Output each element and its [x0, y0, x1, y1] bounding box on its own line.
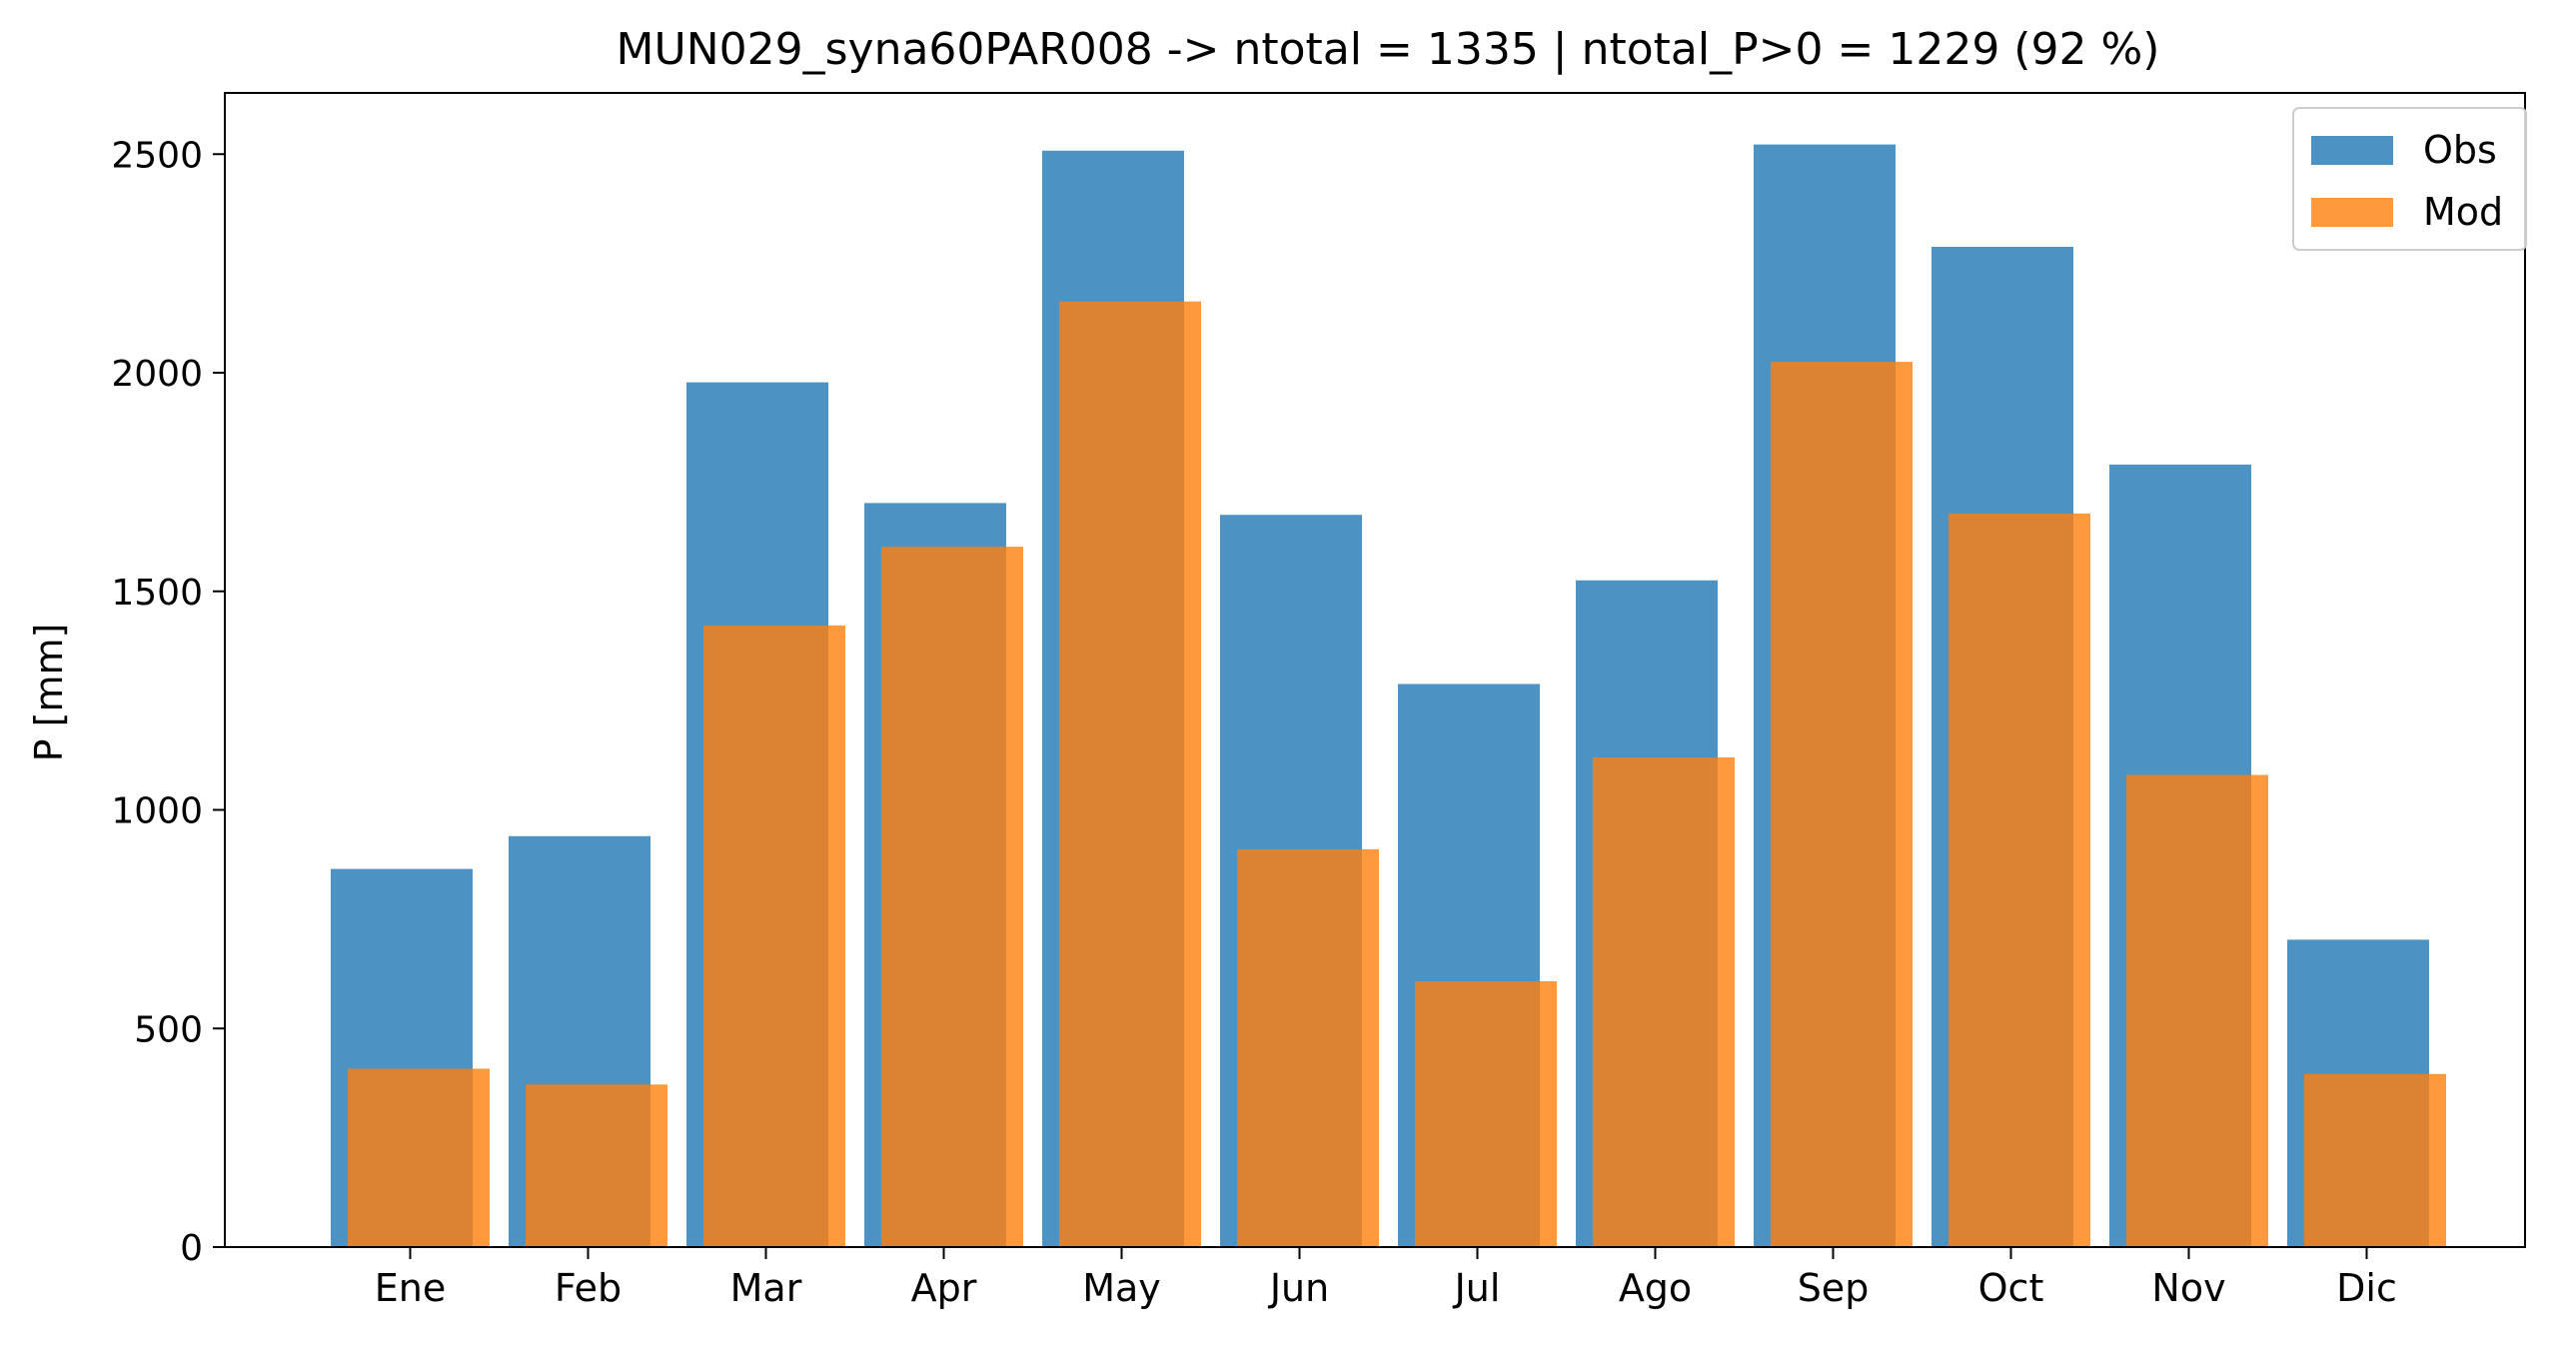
y-tick-label: 2500 [111, 135, 203, 176]
x-tick-label-feb: Feb [555, 1266, 622, 1310]
plot-area-frame [224, 92, 2526, 1248]
x-tick-label-nov: Nov [2151, 1266, 2225, 1310]
obs-bars [331, 144, 2429, 1248]
y-tick-label: 1000 [111, 791, 203, 832]
bar-mod-dic [2304, 1073, 2446, 1248]
bar-mod-feb [526, 1084, 667, 1248]
legend-label-obs: Obs [2423, 128, 2497, 172]
x-tick-label-may: May [1082, 1266, 1161, 1310]
x-tick-label-dic: Dic [2336, 1266, 2397, 1310]
x-tick-label-apr: Apr [911, 1266, 977, 1310]
legend-label-mod: Mod [2423, 190, 2503, 234]
bar-mod-nov [2126, 774, 2268, 1247]
x-tick-label-oct: Oct [1978, 1266, 2044, 1310]
x-tick-label-ene: Ene [375, 1266, 446, 1310]
bar-mod-oct [1948, 513, 2090, 1247]
y-axis-ticks: 0 500 1000 1500 2000 2500 [111, 135, 225, 1269]
x-tick-label-sep: Sep [1798, 1266, 1870, 1310]
x-tick-label-mar: Mar [730, 1266, 802, 1310]
x-tick-label-jun: Jun [1268, 1266, 1329, 1310]
x-tick-label-ago: Ago [1619, 1266, 1692, 1310]
x-tick-label-jul: Jul [1453, 1266, 1501, 1310]
bar-mod-apr [881, 547, 1023, 1247]
mod-bars [348, 301, 2446, 1248]
y-tick-label: 2000 [111, 354, 203, 395]
legend: Obs Mod [2292, 107, 2527, 251]
bar-mod-ago [1593, 757, 1735, 1247]
legend-swatch-mod [2311, 198, 2393, 227]
bar-mod-jul [1415, 981, 1557, 1247]
y-tick-label: 500 [134, 1009, 203, 1050]
chart-title: MUN029_syna60PAR008 -> ntotal = 1335 | n… [617, 24, 2160, 75]
x-axis-ticks: Ene Feb Mar Apr May Jun Jul Ago Sep Oct Nov Dic [375, 1247, 2397, 1310]
bar-mod-may [1059, 301, 1201, 1247]
y-axis-label: P [mm] [27, 624, 71, 762]
bar-mod-mar [703, 625, 845, 1247]
bar-mod-jun [1237, 848, 1379, 1247]
y-tick-label: 0 [180, 1228, 203, 1269]
bar-mod-sep [1771, 362, 1913, 1248]
y-tick-label: 1500 [111, 573, 203, 614]
legend-swatch-obs [2311, 136, 2393, 165]
bar-mod-ene [348, 1068, 490, 1247]
